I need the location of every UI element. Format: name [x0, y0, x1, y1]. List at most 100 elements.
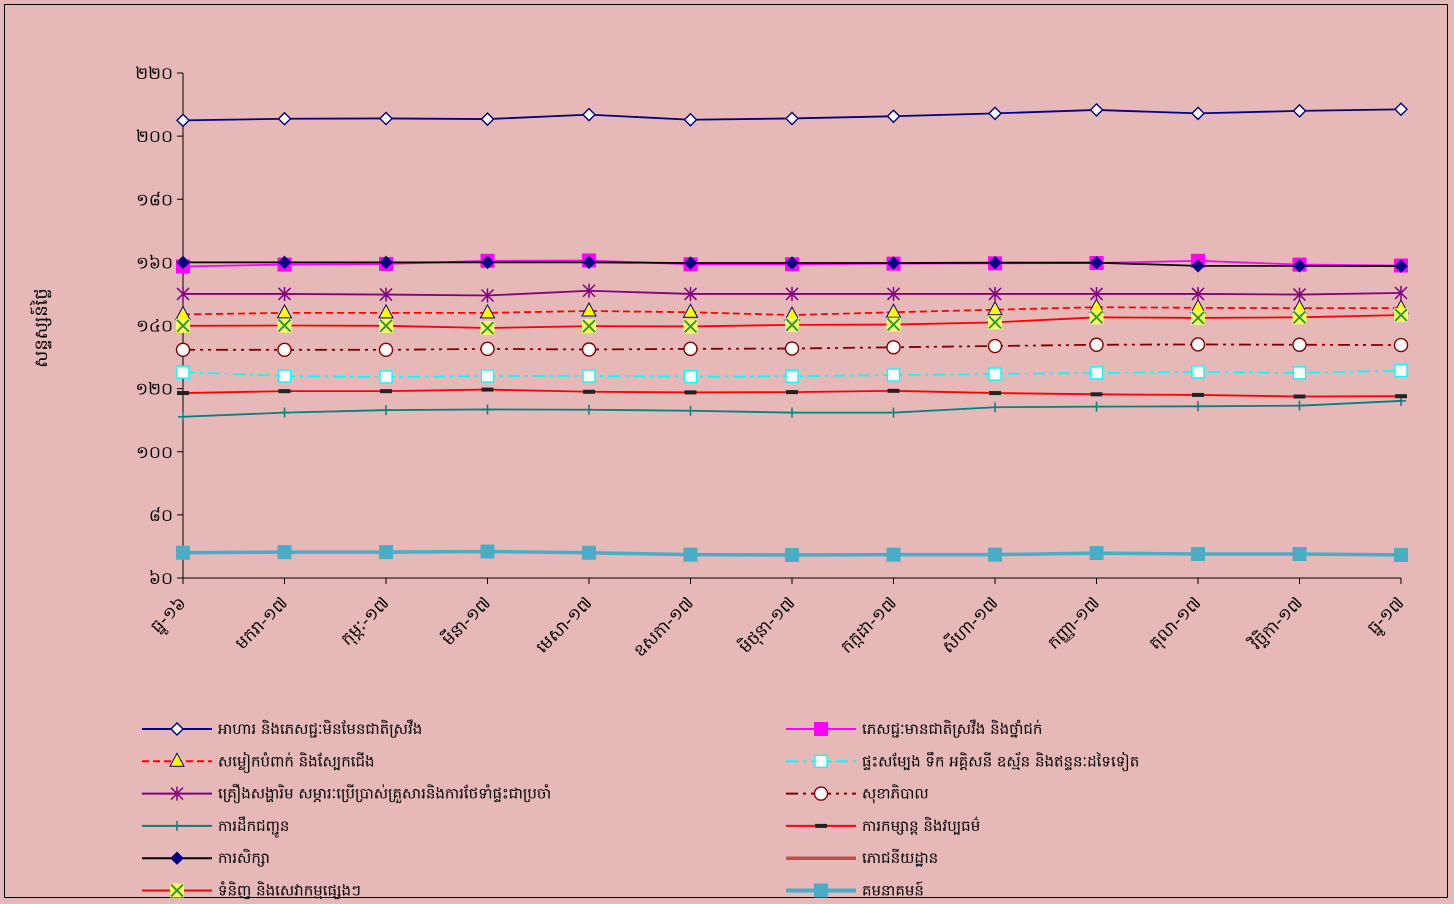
x-tick-label: កុម្ភៈ-១៧	[337, 593, 394, 650]
y-axis-label: សន្ទស្សន៍ថ្លៃ	[29, 288, 52, 368]
data-point	[785, 369, 799, 384]
data-point	[277, 342, 292, 358]
x-tick-label: មេសា-១៧	[532, 593, 596, 657]
data-point	[887, 388, 900, 393]
legend-item: សុខាភិបាល	[786, 784, 929, 804]
data-point	[582, 545, 596, 560]
x-tick-label: មីនា-១៧	[437, 592, 495, 650]
data-point	[886, 547, 901, 562]
legend-marker	[170, 851, 184, 865]
data-point	[379, 370, 393, 384]
data-point	[480, 112, 495, 127]
data-point	[379, 545, 393, 560]
data-point	[987, 300, 1003, 316]
legend-item: ការដឹកជញ្ជូន	[142, 816, 289, 838]
x-tick-label: ធ្នូ-១៧	[1363, 593, 1410, 640]
y-tick-label: ១៦០	[136, 253, 173, 273]
data-point	[1394, 102, 1408, 117]
data-point	[1292, 547, 1307, 562]
data-point	[684, 390, 697, 395]
data-point	[482, 404, 493, 415]
legend-item: ភេសជ្ជៈមានជាតិស្រវឹង និងថ្នាំជក់	[786, 719, 1042, 738]
legend-label: គ្រឿងសង្ហារិម សម្ភារៈប្រើប្រាស់គ្រួសារនិ…	[218, 784, 551, 804]
data-point	[1089, 546, 1104, 561]
data-point	[1089, 286, 1104, 301]
data-point	[683, 341, 698, 357]
data-point	[885, 303, 902, 318]
data-point	[1089, 366, 1104, 380]
data-point	[1294, 400, 1305, 411]
data-point	[278, 389, 291, 394]
legend-label: សុខាភិបាល	[862, 784, 929, 804]
data-point	[784, 341, 800, 356]
data-point	[1292, 310, 1307, 325]
data-point	[886, 109, 901, 124]
data-point	[381, 405, 391, 416]
legend-item: គ្រឿងសង្ហារិម សម្ភារៈប្រើប្រាស់គ្រួសារនិ…	[142, 784, 551, 804]
data-point	[1089, 310, 1104, 325]
data-point	[582, 107, 596, 122]
y-tick-label: ៨០	[149, 506, 173, 526]
data-point	[581, 342, 597, 357]
x-tick-label: ឧសភា-១៧	[630, 593, 698, 661]
y-tick-label: ១៤០	[136, 317, 173, 337]
data-point	[786, 390, 798, 395]
legend-label: អាហារ និងភេសជ្ជៈមិនមែនជាតិស្រវឹង	[218, 719, 422, 738]
legend-item: ភោជនីយដ្ឋាន	[786, 848, 938, 867]
y-tick-label: ១០០	[136, 443, 173, 463]
data-point	[378, 342, 394, 358]
legend-marker	[170, 786, 184, 801]
data-point	[1192, 392, 1204, 397]
data-point	[683, 547, 698, 562]
data-point	[277, 545, 292, 560]
data-point	[683, 112, 698, 127]
data-point	[582, 255, 596, 270]
data-point	[683, 286, 698, 301]
legend: អាហារ និងភេសជ្ជៈមិនមែនជាតិស្រវឹង ភេសជ្ជៈម…	[142, 719, 1139, 900]
data-point	[1191, 106, 1205, 121]
data-point	[480, 288, 495, 303]
legend-item: ការសិក្សា	[142, 848, 270, 867]
data-point	[683, 256, 698, 270]
x-tick-label: តុលា-១៧	[1145, 593, 1206, 654]
data-point	[1394, 285, 1408, 300]
data-point	[479, 303, 496, 319]
series-8	[177, 387, 1407, 399]
data-point	[785, 286, 799, 301]
data-point	[1193, 401, 1203, 412]
data-point	[1088, 298, 1105, 313]
y-tick-label: ១៨០	[136, 190, 173, 210]
data-point	[379, 318, 393, 333]
series-5	[176, 283, 1408, 303]
legend-label: សម្លៀកបំពាក់ និងស្បែកជើង	[218, 751, 375, 773]
data-point	[277, 286, 292, 301]
legend-label: ផ្ទះសម្បែង ទឹក អគ្គិសនី ឧស្ម័ន និងឥន្ទនៈ…	[862, 751, 1139, 771]
data-point	[1089, 337, 1104, 352]
data-point	[177, 391, 189, 396]
data-point	[379, 287, 393, 302]
data-point	[176, 255, 190, 270]
data-point	[1292, 103, 1307, 118]
data-point	[1191, 286, 1205, 301]
legend-label: ការកម្សាន្ត និងវប្បធម៌	[862, 816, 980, 835]
data-point	[988, 106, 1002, 121]
data-point	[582, 369, 596, 383]
data-point	[480, 369, 495, 383]
data-point	[1395, 394, 1407, 399]
data-point	[176, 286, 190, 301]
series-layer	[175, 102, 1409, 562]
data-point	[582, 319, 596, 334]
data-point	[785, 317, 799, 332]
data-point	[1292, 337, 1307, 352]
data-point	[581, 301, 597, 317]
y-tick-label: ២២០	[135, 64, 173, 84]
data-point	[1394, 547, 1408, 562]
series-11	[176, 308, 1408, 336]
data-point	[1191, 259, 1205, 273]
data-point	[785, 256, 799, 270]
legend-label: ភោជនីយដ្ឋាន	[862, 848, 938, 867]
data-point	[988, 367, 1002, 381]
data-point	[886, 340, 901, 355]
data-point	[1292, 259, 1307, 273]
